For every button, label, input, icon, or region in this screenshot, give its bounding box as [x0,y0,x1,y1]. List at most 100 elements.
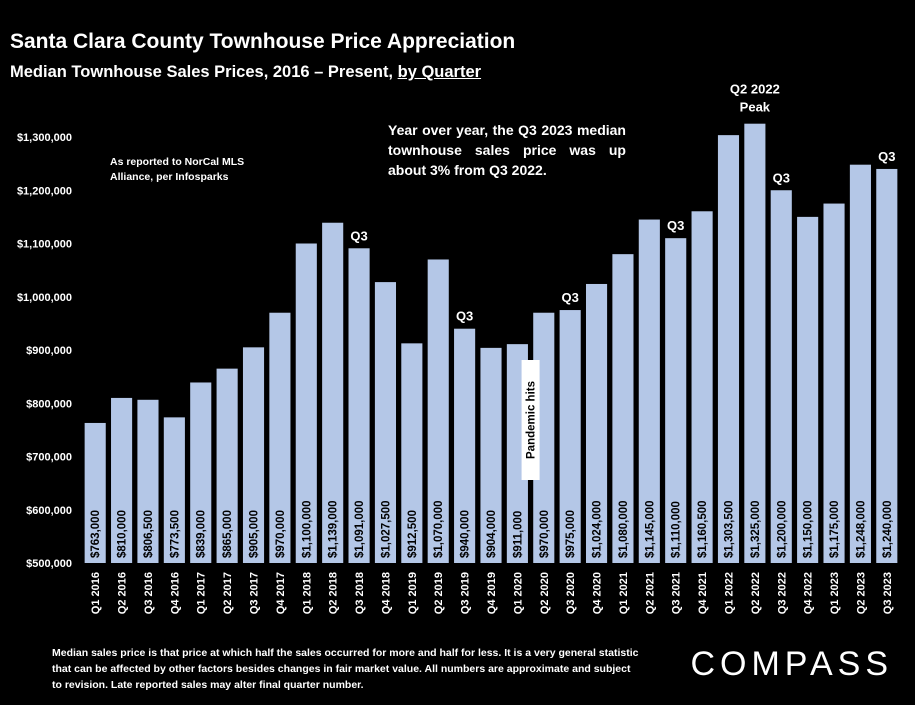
x-tick-label: Q2 2022 [750,572,762,614]
x-tick-label: Q3 2019 [460,572,472,614]
bar [190,382,212,563]
yoy-callout: Year over year, the Q3 2023 median townh… [388,122,626,178]
bar [797,216,819,563]
x-tick-label: Q2 2017 [222,572,234,614]
q3-annotation: Q3 [667,218,684,233]
x-tick-label: Q3 2016 [143,572,155,614]
q3-annotation: Q3 [878,149,895,164]
bar-value-label: $773,500 [169,510,181,558]
bar [823,203,845,563]
bar [137,399,159,563]
compass-logo: COMPASS [690,645,893,683]
y-tick-label: $1,300,000 [17,132,72,144]
bar [559,310,581,563]
x-tick-label: Q3 2021 [671,572,683,614]
bar [295,243,317,563]
bar-value-label: $1,100,000 [301,500,313,558]
chart-title: Santa Clara County Townhouse Price Appre… [10,30,516,53]
subtitle-main: Median Townhouse Sales Prices, 2016 – Pr… [10,63,398,81]
bar-value-label: $839,000 [196,510,208,558]
y-tick-label: $500,000 [26,558,72,570]
q3-annotation: Q3 [456,309,473,324]
x-tick-label: Q4 2016 [169,572,181,614]
bar-value-label: $912,500 [407,510,419,558]
bar-value-label: $1,091,000 [354,500,366,558]
bar [638,219,660,563]
bar-value-label: $1,303,500 [723,500,735,558]
y-tick-label: $1,000,000 [17,292,72,304]
bar-value-label: $1,145,000 [644,500,656,558]
subtitle-by-quarter: by Quarter [397,63,482,81]
bar-value-label: $1,150,000 [803,500,815,558]
x-tick-label: Q1 2019 [407,572,419,614]
x-tick-label: Q3 2022 [776,572,788,614]
x-tick-label: Q3 2017 [249,572,261,614]
x-tick-label: Q1 2023 [829,572,841,614]
bar [480,347,502,563]
bar [744,123,766,563]
bar [84,422,106,563]
bar [242,347,265,563]
bar-value-label: $806,500 [143,510,155,558]
bar-value-label: $905,000 [249,510,261,558]
peak-annotation-line2: Peak [740,100,771,115]
y-tick-label: $800,000 [26,398,72,410]
x-tick-label: Q1 2018 [301,572,313,614]
bar-value-label: $911,000 [512,511,524,558]
bar-value-label: $970,000 [275,510,287,558]
x-tick-label: Q4 2017 [275,572,287,614]
bar-value-label: $1,325,000 [750,500,762,558]
x-tick-label: Q4 2019 [486,572,498,614]
bar-value-label: $1,027,500 [380,500,392,558]
bar-value-label: $1,070,000 [433,500,445,558]
bar [849,164,871,563]
bar-value-label: $1,080,000 [618,500,630,558]
x-tick-label: Q4 2021 [697,572,709,614]
bar-value-label: $1,139,000 [328,500,340,558]
bar [665,238,687,564]
y-tick-label: $600,000 [26,505,72,517]
x-tick-label: Q3 2023 [882,572,894,614]
x-tick-label: Q2 2016 [117,572,129,614]
y-tick-label: $900,000 [26,345,72,357]
peak-annotation-line1: Q2 2022 [730,82,780,97]
footnote: Median sales price is that price at whic… [52,647,639,691]
y-tick-label: $1,200,000 [17,185,72,197]
source-note: As reported to NorCal MLS Alliance, per … [110,156,245,183]
bar [770,190,792,563]
bar-value-label: $1,024,000 [592,500,604,558]
x-tick-label: Q2 2023 [855,572,867,614]
bar-value-label: $1,200,000 [776,500,788,558]
bar [401,343,423,563]
bar-value-label: $904,000 [486,510,498,558]
bar [348,248,370,564]
bar [612,254,634,563]
bar-value-label: $975,000 [565,510,577,558]
q3-annotation: Q3 [561,290,578,305]
bar-value-label: $1,248,000 [855,500,867,558]
q3-annotation: Q3 [350,228,367,243]
x-tick-label: Q1 2022 [723,572,735,614]
x-tick-label: Q4 2020 [592,572,604,614]
bar [717,135,740,564]
x-tick-label: Q2 2019 [433,572,445,614]
bar [163,417,185,563]
chart-subtitle: Median Townhouse Sales Prices, 2016 – Pr… [10,63,481,82]
bar [216,368,238,563]
bar [585,283,608,563]
x-tick-label: Q2 2018 [328,572,340,614]
bar-value-label: $1,240,000 [882,500,894,558]
bar [269,312,291,563]
bar-value-label: $940,000 [460,510,472,558]
pandemic-label-box [521,360,540,480]
bar [427,259,449,563]
x-tick-label: Q1 2017 [196,572,208,614]
y-tick-label: $1,100,000 [17,239,72,251]
bar [454,328,476,563]
bar-value-label: $865,000 [222,510,234,558]
x-tick-label: Q2 2021 [644,572,656,614]
bar [322,222,344,564]
bar [691,211,713,563]
bar-value-label: $1,160,500 [697,500,709,558]
